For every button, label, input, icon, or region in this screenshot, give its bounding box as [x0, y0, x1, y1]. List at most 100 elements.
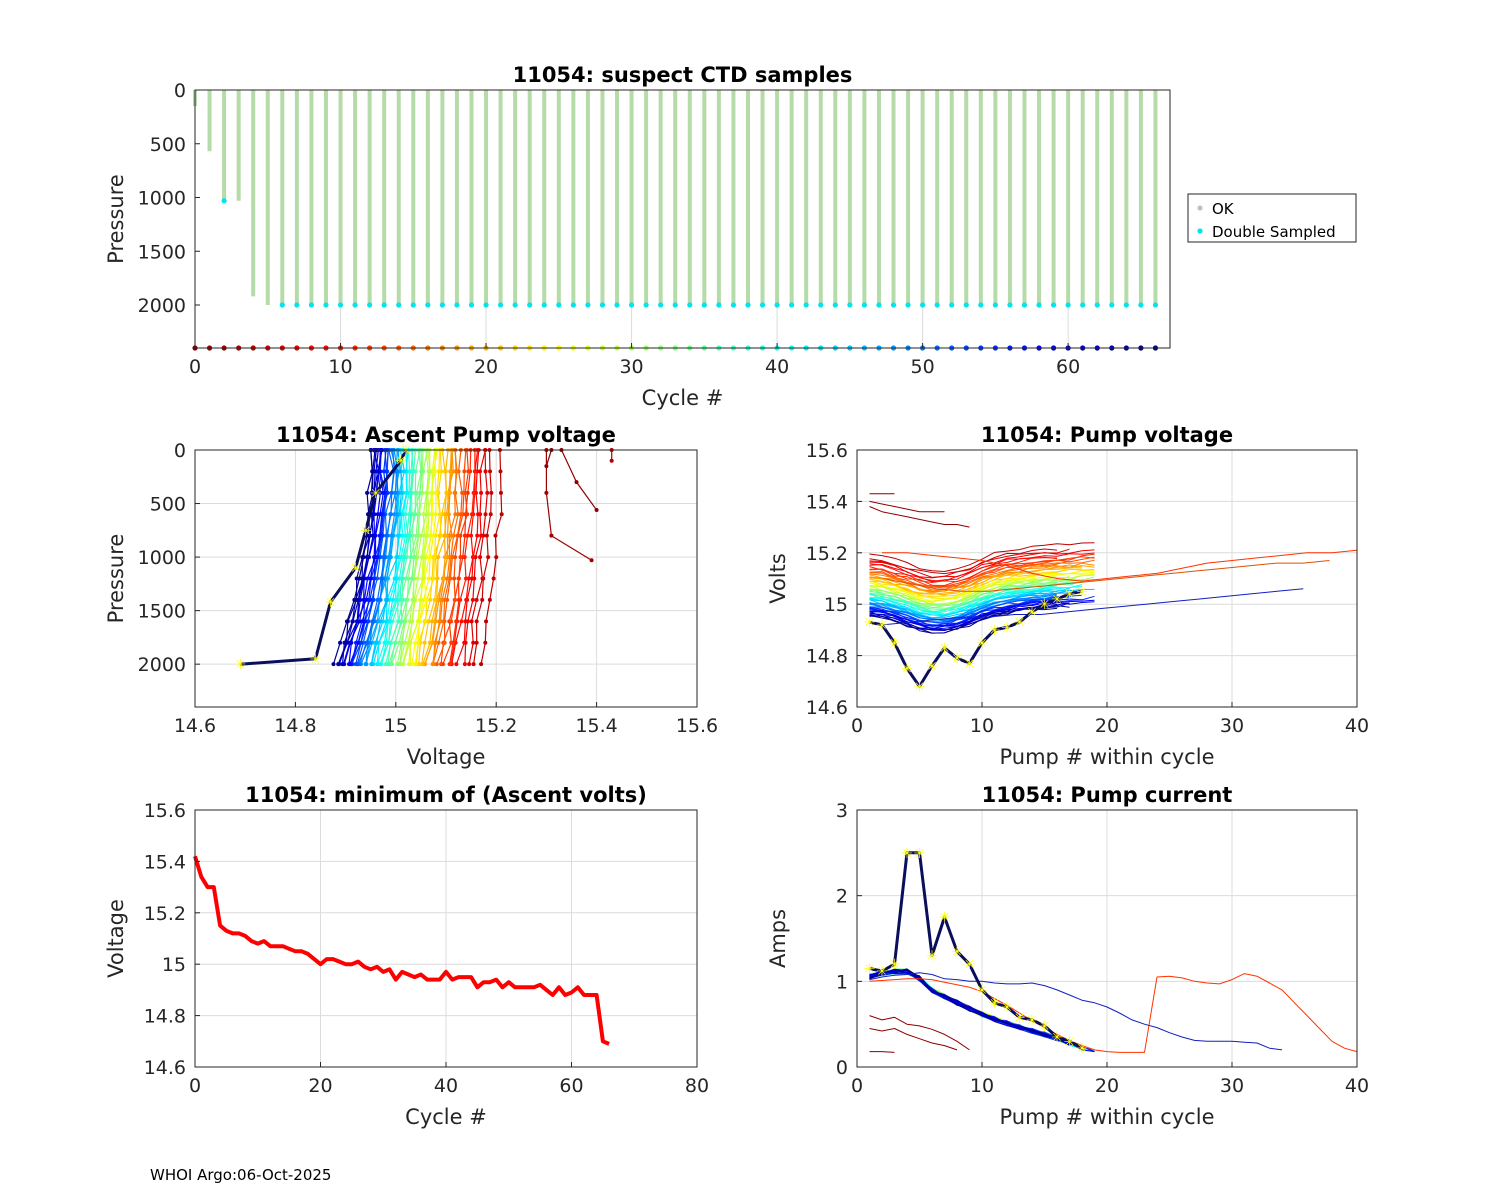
cycle-profile-point — [491, 576, 496, 581]
cycle-profile-point — [447, 662, 452, 667]
x-tick-label: 40 — [434, 1075, 458, 1097]
double-sampled-point — [396, 302, 402, 308]
cycle-profile-point — [458, 512, 463, 517]
cycle-profile-point — [445, 576, 450, 581]
axes-frame: 0 10 20 30 40 14.6 14.8 15 15.2 15.4 15.6 — [806, 440, 1369, 737]
latest-cycle-voltage-marker: ✳ — [1039, 597, 1051, 613]
cycle-profile-point — [488, 512, 493, 517]
cycle-profile-point — [453, 597, 458, 602]
cycle-profile-point — [437, 619, 442, 624]
cycle-voltage-line — [869, 565, 1095, 596]
cycle-profile-point — [365, 490, 370, 495]
double-sampled-point — [556, 302, 562, 308]
cycle-profile-point — [411, 469, 416, 474]
cycle-profile-point — [393, 640, 398, 645]
double-sampled-point — [672, 302, 678, 308]
cycle-voltage-line — [869, 556, 1095, 588]
double-sampled-point — [614, 302, 620, 308]
cycle-profile-point — [384, 619, 389, 624]
x-tick-label: 30 — [1220, 1075, 1244, 1097]
cycle-profile-point — [470, 576, 475, 581]
cycle-profile-point — [397, 597, 402, 602]
latest-cycle-current-marker: ✳ — [1076, 1041, 1088, 1057]
x-tick-label: 14.8 — [274, 715, 316, 737]
cycle-profile-point — [355, 619, 360, 624]
latest-cycle-voltage-marker: ✳ — [926, 659, 938, 675]
y-axis-label: Voltage — [104, 899, 128, 978]
x-tick-label: 50 — [911, 356, 935, 378]
double-sampled-point — [658, 302, 664, 308]
cycle-profile-point — [399, 619, 404, 624]
cycle-profile-point — [474, 597, 479, 602]
cycle-profile-point — [472, 469, 477, 474]
cycle-profile-point — [433, 640, 438, 645]
cycle-profile-point — [441, 576, 446, 581]
cycle-profile-point — [406, 662, 411, 667]
cycle-profile-point — [480, 597, 485, 602]
cycle-profile-point — [419, 597, 424, 602]
cycle-profile-point — [458, 555, 463, 560]
cycle-profile-point — [478, 469, 483, 474]
cycle-profile-point — [382, 555, 387, 560]
cycle-profile-point — [478, 555, 483, 560]
y-tick-label: 3 — [836, 800, 848, 822]
cycle-profile-point — [443, 533, 448, 538]
cycle-profile-point — [428, 597, 433, 602]
x-tick-label: 10 — [970, 1075, 994, 1097]
double-sampled-point — [745, 302, 751, 308]
double-sampled-point — [847, 302, 853, 308]
latest-cycle-marker: ✳ — [370, 486, 382, 502]
cycle-profile-point — [384, 597, 389, 602]
legend-entry: OK — [1212, 200, 1235, 218]
y-tick-label: 1500 — [138, 241, 186, 263]
cycle-profile-point — [344, 619, 349, 624]
cycle-profile-point — [399, 490, 404, 495]
axes-frame: 14.6 14.8 15 15.2 15.4 15.6 0 500 1000 1500 2000 — [138, 440, 719, 737]
early-cycle-line — [545, 449, 552, 467]
cycle-voltage-line — [869, 566, 1083, 595]
y-tick-label: 14.6 — [144, 1057, 186, 1079]
data-layer — [192, 90, 1159, 351]
cycle-profile-point — [388, 512, 393, 517]
double-sampled-point — [1065, 302, 1071, 308]
double-sampled-point — [803, 302, 809, 308]
cycle-profile-point — [365, 640, 370, 645]
cycle-profile-point — [430, 490, 435, 495]
cycle-profile-point — [417, 490, 422, 495]
cycle-profile-point — [383, 662, 388, 667]
cycle-voltage-line — [869, 542, 1095, 572]
latest-cycle-voltage-marker: ✳ — [889, 636, 901, 652]
cycle-profile-point — [433, 512, 438, 517]
cycle-profile-point — [462, 662, 467, 667]
cycle-profile-point — [390, 597, 395, 602]
cycle-profile-point — [413, 662, 418, 667]
cycle-profile-point — [407, 619, 412, 624]
y-tick-label: 14.8 — [144, 1006, 186, 1028]
latest-cycle-current-marker: ✳ — [1051, 1030, 1063, 1046]
x-tick-label: 15 — [384, 715, 408, 737]
cycle-profile-point — [498, 490, 503, 495]
y-tick-label: 2000 — [138, 295, 186, 317]
latest-cycle-current-marker: ✳ — [1039, 1019, 1051, 1035]
legend-box — [1187, 193, 1357, 243]
y-tick-label: 1500 — [138, 601, 186, 623]
cycle-profile-point — [462, 640, 467, 645]
double-sampled-point — [832, 302, 838, 308]
cycle-profile-point — [462, 533, 467, 538]
cycle-profile-point — [361, 597, 366, 602]
cycle-profile-point — [375, 597, 380, 602]
axes-frame: 0 10 20 30 40 50 60 0 500 1000 1500 2000 — [138, 80, 1171, 378]
cycle-profile-point — [377, 533, 382, 538]
cycle-profile-point — [371, 597, 376, 602]
y-tick-label: 15.6 — [144, 800, 186, 822]
cycle-profile-point — [499, 512, 504, 517]
double-sampled-point — [730, 302, 737, 308]
cycle-profile-point — [356, 640, 361, 645]
cycle-profile-point — [378, 490, 383, 495]
y-tick-label: 2000 — [138, 654, 186, 676]
latest-cycle-current-marker: ✳ — [976, 983, 988, 999]
cycle-profile-point — [439, 662, 444, 667]
latest-cycle-current-marker: ✳ — [1001, 1000, 1013, 1016]
double-sampled-point — [716, 302, 722, 308]
